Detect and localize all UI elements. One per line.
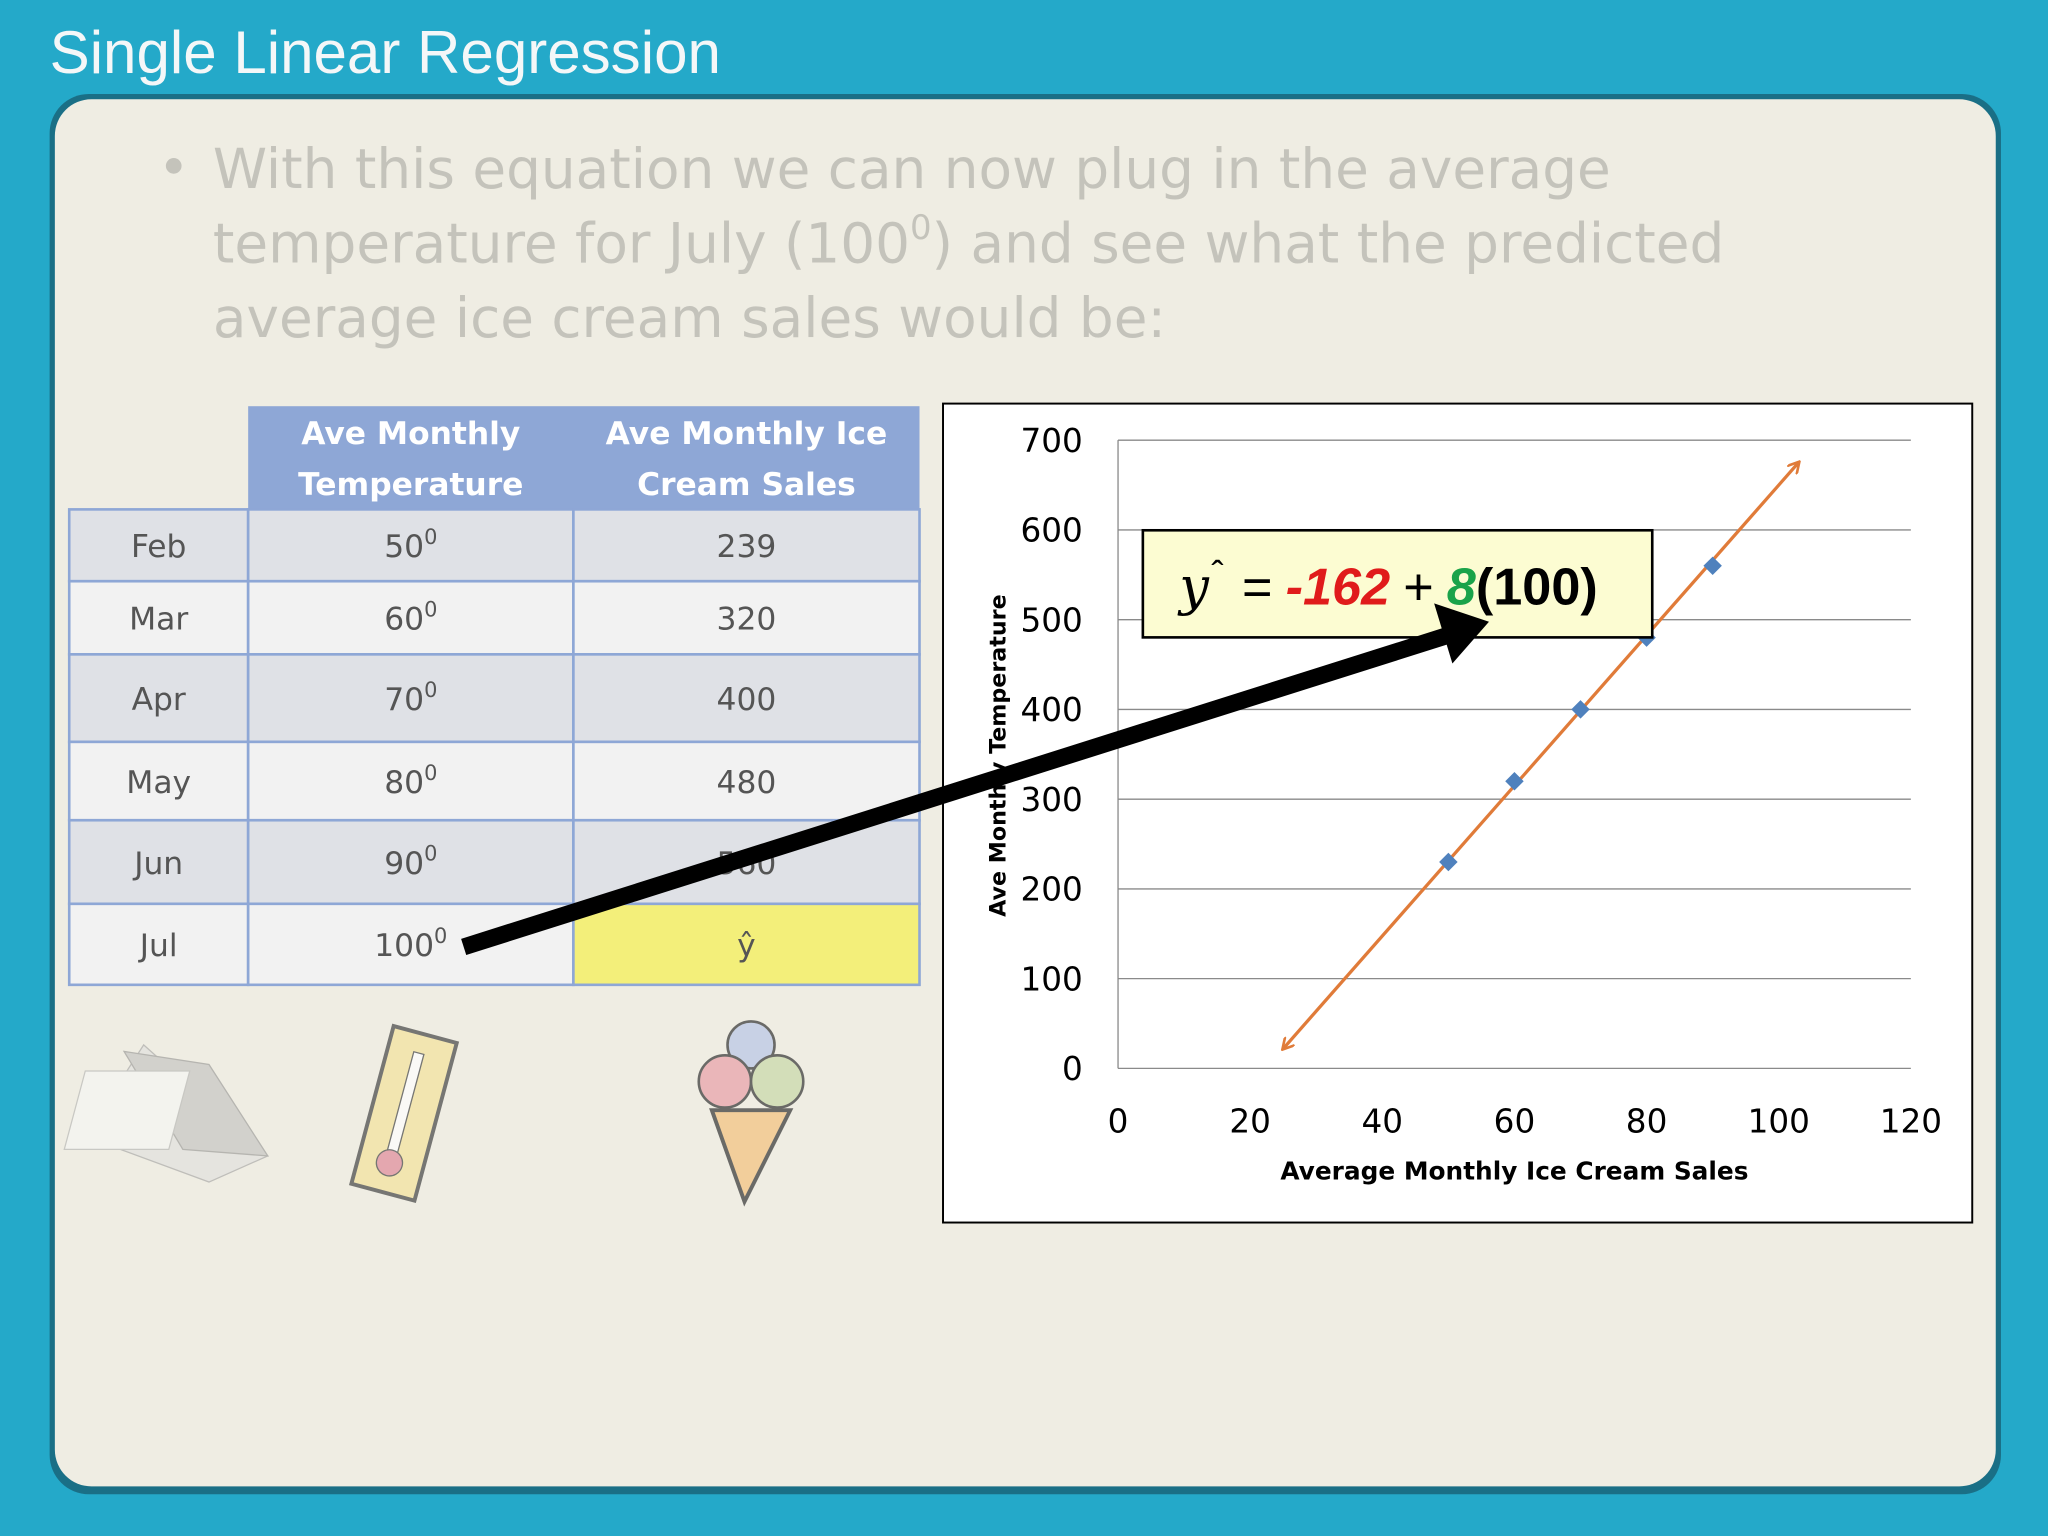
x-tick-label: 20 <box>1229 1102 1271 1140</box>
x-tick-label: 120 <box>1880 1102 1942 1140</box>
equation-box: yˆ = -162 +8(100) <box>1141 528 1654 639</box>
data-point <box>1439 852 1458 872</box>
bullet-text: temperature for July (100 <box>213 212 910 276</box>
data-point <box>1571 700 1590 719</box>
thermometer-icon <box>348 1023 460 1204</box>
temperature-value: 80 <box>384 765 424 801</box>
temperature-cell: 900 <box>384 842 437 882</box>
table-cell <box>246 579 575 656</box>
header-bg <box>248 406 920 510</box>
temperature-value: 100 <box>374 928 434 964</box>
sales-cell: 400 <box>717 682 777 718</box>
degree-sup: 0 <box>424 597 437 621</box>
table-cell <box>246 653 575 744</box>
month-cell: Mar <box>129 602 188 638</box>
chart-area <box>942 402 1974 1224</box>
calendar-icon <box>63 1043 270 1183</box>
bullet-line: temperature for July (1000) and see what… <box>213 208 1724 276</box>
x-tick-label: 0 <box>1108 1102 1129 1140</box>
y-tick-label: 700 <box>1020 422 1082 460</box>
table-cell <box>67 740 250 822</box>
table-cell <box>572 740 921 822</box>
temperature-cell: 600 <box>384 597 437 637</box>
table-cell <box>572 653 921 744</box>
temperature-cell: 500 <box>384 525 437 565</box>
month-cell: Feb <box>131 529 186 565</box>
equation-frame <box>1141 528 1654 639</box>
data-point <box>1505 771 1524 791</box>
header-text: Temperature <box>298 467 523 503</box>
header-text: Cream Sales <box>637 467 856 503</box>
eq-equals: = <box>1242 559 1273 617</box>
bullet-line: With this equation we can now plug in th… <box>213 137 1611 201</box>
table-cell <box>67 653 250 744</box>
eq-slope: 8 <box>1447 559 1476 617</box>
bullet-dot <box>165 158 182 174</box>
y-tick-label: 600 <box>1020 512 1082 550</box>
y-tick-label: 300 <box>1020 781 1082 819</box>
month-cell: Jun <box>132 846 183 882</box>
pointer-arrow <box>461 603 1489 956</box>
eq-intercept: -162 <box>1286 559 1391 617</box>
ice-cream-icon <box>697 1020 805 1207</box>
bullet-sup: 0 <box>910 208 932 248</box>
degree-sup: 0 <box>434 924 447 948</box>
table-cell <box>572 902 921 987</box>
x-tick-label: 80 <box>1626 1102 1668 1140</box>
degree-sup: 0 <box>424 525 437 549</box>
eq-x: (100) <box>1476 559 1598 617</box>
y-tick-label: 200 <box>1020 871 1082 909</box>
bullet-text: ) and see what the predicted <box>932 212 1725 276</box>
sales-cell: 480 <box>717 765 777 801</box>
degree-sup: 0 <box>424 761 437 785</box>
y-tick-label: 100 <box>1020 960 1082 998</box>
equation: yˆ = -162 +8(100) <box>1177 553 1597 617</box>
table-cell <box>246 818 575 906</box>
eq-hat: ˆ <box>1212 553 1224 594</box>
header-text: Ave Monthly <box>301 416 520 452</box>
y-tick-label: 400 <box>1020 691 1082 729</box>
eq-lhs: y <box>1177 558 1210 618</box>
chart: 0 100 200 300 400 500 600 700 0 20 40 60 80 100 120 Ave… <box>942 402 1974 1224</box>
table-cell <box>572 579 921 656</box>
data-point <box>1703 556 1722 576</box>
header-text: Ave Monthly Ice <box>606 416 888 452</box>
y-tick-label: 0 <box>1062 1050 1083 1088</box>
sales-cell: ŷ <box>737 928 756 964</box>
bullet-line: average ice cream sales would be: <box>213 286 1166 350</box>
y-axis-label: Ave Monthly Temperature <box>986 594 1012 917</box>
x-tick-label: 100 <box>1748 1102 1810 1140</box>
y-tick-label: 500 <box>1020 601 1082 639</box>
temperature-cell: 1000 <box>374 924 447 964</box>
table-cell <box>572 508 921 583</box>
temperature-cell: 800 <box>384 761 437 801</box>
sales-cell: 239 <box>717 529 777 565</box>
temperature-value: 60 <box>384 602 424 638</box>
degree-sup: 0 <box>424 842 437 866</box>
temperature-cell: 700 <box>384 678 437 718</box>
table-cell <box>246 902 575 987</box>
table-cell <box>67 902 250 987</box>
table-cell <box>246 508 575 583</box>
x-tick-label: 60 <box>1494 1102 1536 1140</box>
month-cell: Jul <box>138 928 178 964</box>
degree-sup: 0 <box>424 678 437 702</box>
table-cell <box>246 740 575 822</box>
month-cell: Apr <box>132 682 186 718</box>
temperature-value: 70 <box>384 682 424 718</box>
slide-title: Single Linear Regression <box>50 19 721 86</box>
x-tick-label: 40 <box>1362 1102 1404 1140</box>
sales-cell: 320 <box>717 602 777 638</box>
x-axis-label: Average Monthly Ice Cream Sales <box>1280 1156 1748 1185</box>
eq-plus: + <box>1403 559 1434 617</box>
temperature-value: 50 <box>384 529 424 565</box>
table-cell <box>67 579 250 656</box>
temperature-value: 90 <box>384 846 424 882</box>
month-cell: May <box>126 765 191 801</box>
